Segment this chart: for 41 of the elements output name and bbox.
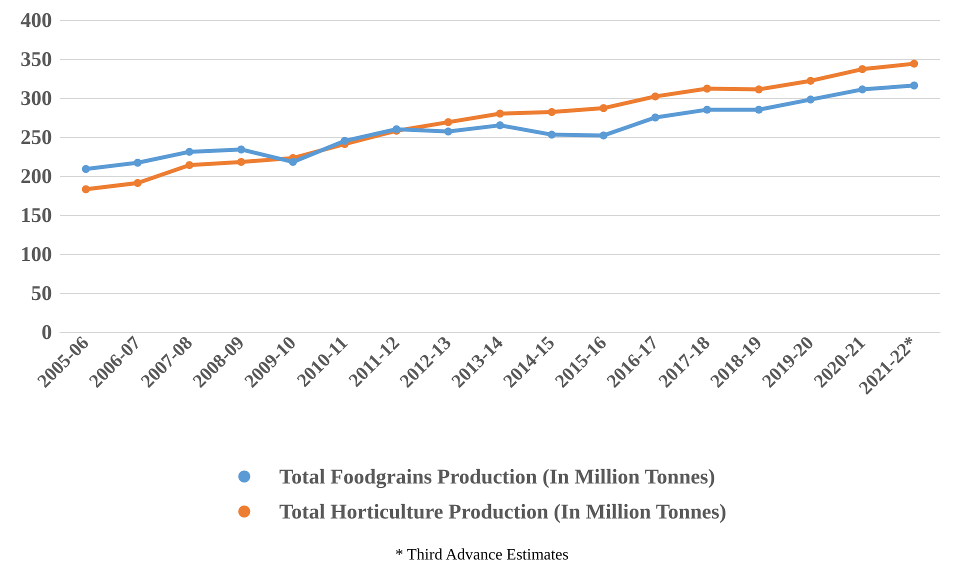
point <box>82 164 90 173</box>
point <box>910 82 918 90</box>
point <box>134 179 142 188</box>
point <box>600 131 608 140</box>
point <box>651 92 660 100</box>
y-tick-label: 250 <box>20 125 52 149</box>
point <box>496 121 504 130</box>
legend-label: Total Horticulture Production (In Million Tonnes) <box>279 500 726 524</box>
point <box>548 130 556 139</box>
point <box>600 104 608 112</box>
text: * Third Advance Estimates <box>395 546 569 564</box>
y-tick-label: 350 <box>20 47 52 71</box>
y-tick-label: 100 <box>20 242 52 266</box>
y-tick-label: 300 <box>20 86 52 110</box>
point <box>185 148 194 156</box>
point <box>288 158 297 166</box>
point <box>444 128 452 136</box>
y-tick-label: 150 <box>20 203 52 227</box>
point <box>134 158 142 167</box>
point <box>754 85 763 94</box>
point <box>237 158 246 166</box>
y-tick-label: 400 <box>20 8 52 32</box>
point <box>703 106 712 114</box>
point <box>806 76 815 85</box>
point <box>754 106 763 114</box>
point <box>340 136 349 145</box>
point <box>910 60 918 68</box>
point <box>858 65 866 74</box>
point <box>82 185 90 194</box>
legend-label: Total Foodgrains Production (In Million Tonnes) <box>279 464 716 488</box>
point <box>548 108 556 116</box>
point <box>237 145 246 154</box>
y-tick-label: 200 <box>20 164 52 188</box>
point <box>806 96 815 104</box>
point <box>185 161 194 170</box>
y-tick-label: 50 <box>31 281 52 305</box>
point <box>496 110 504 118</box>
point <box>858 85 866 94</box>
point <box>651 114 660 122</box>
point <box>703 84 712 93</box>
point <box>444 118 452 126</box>
